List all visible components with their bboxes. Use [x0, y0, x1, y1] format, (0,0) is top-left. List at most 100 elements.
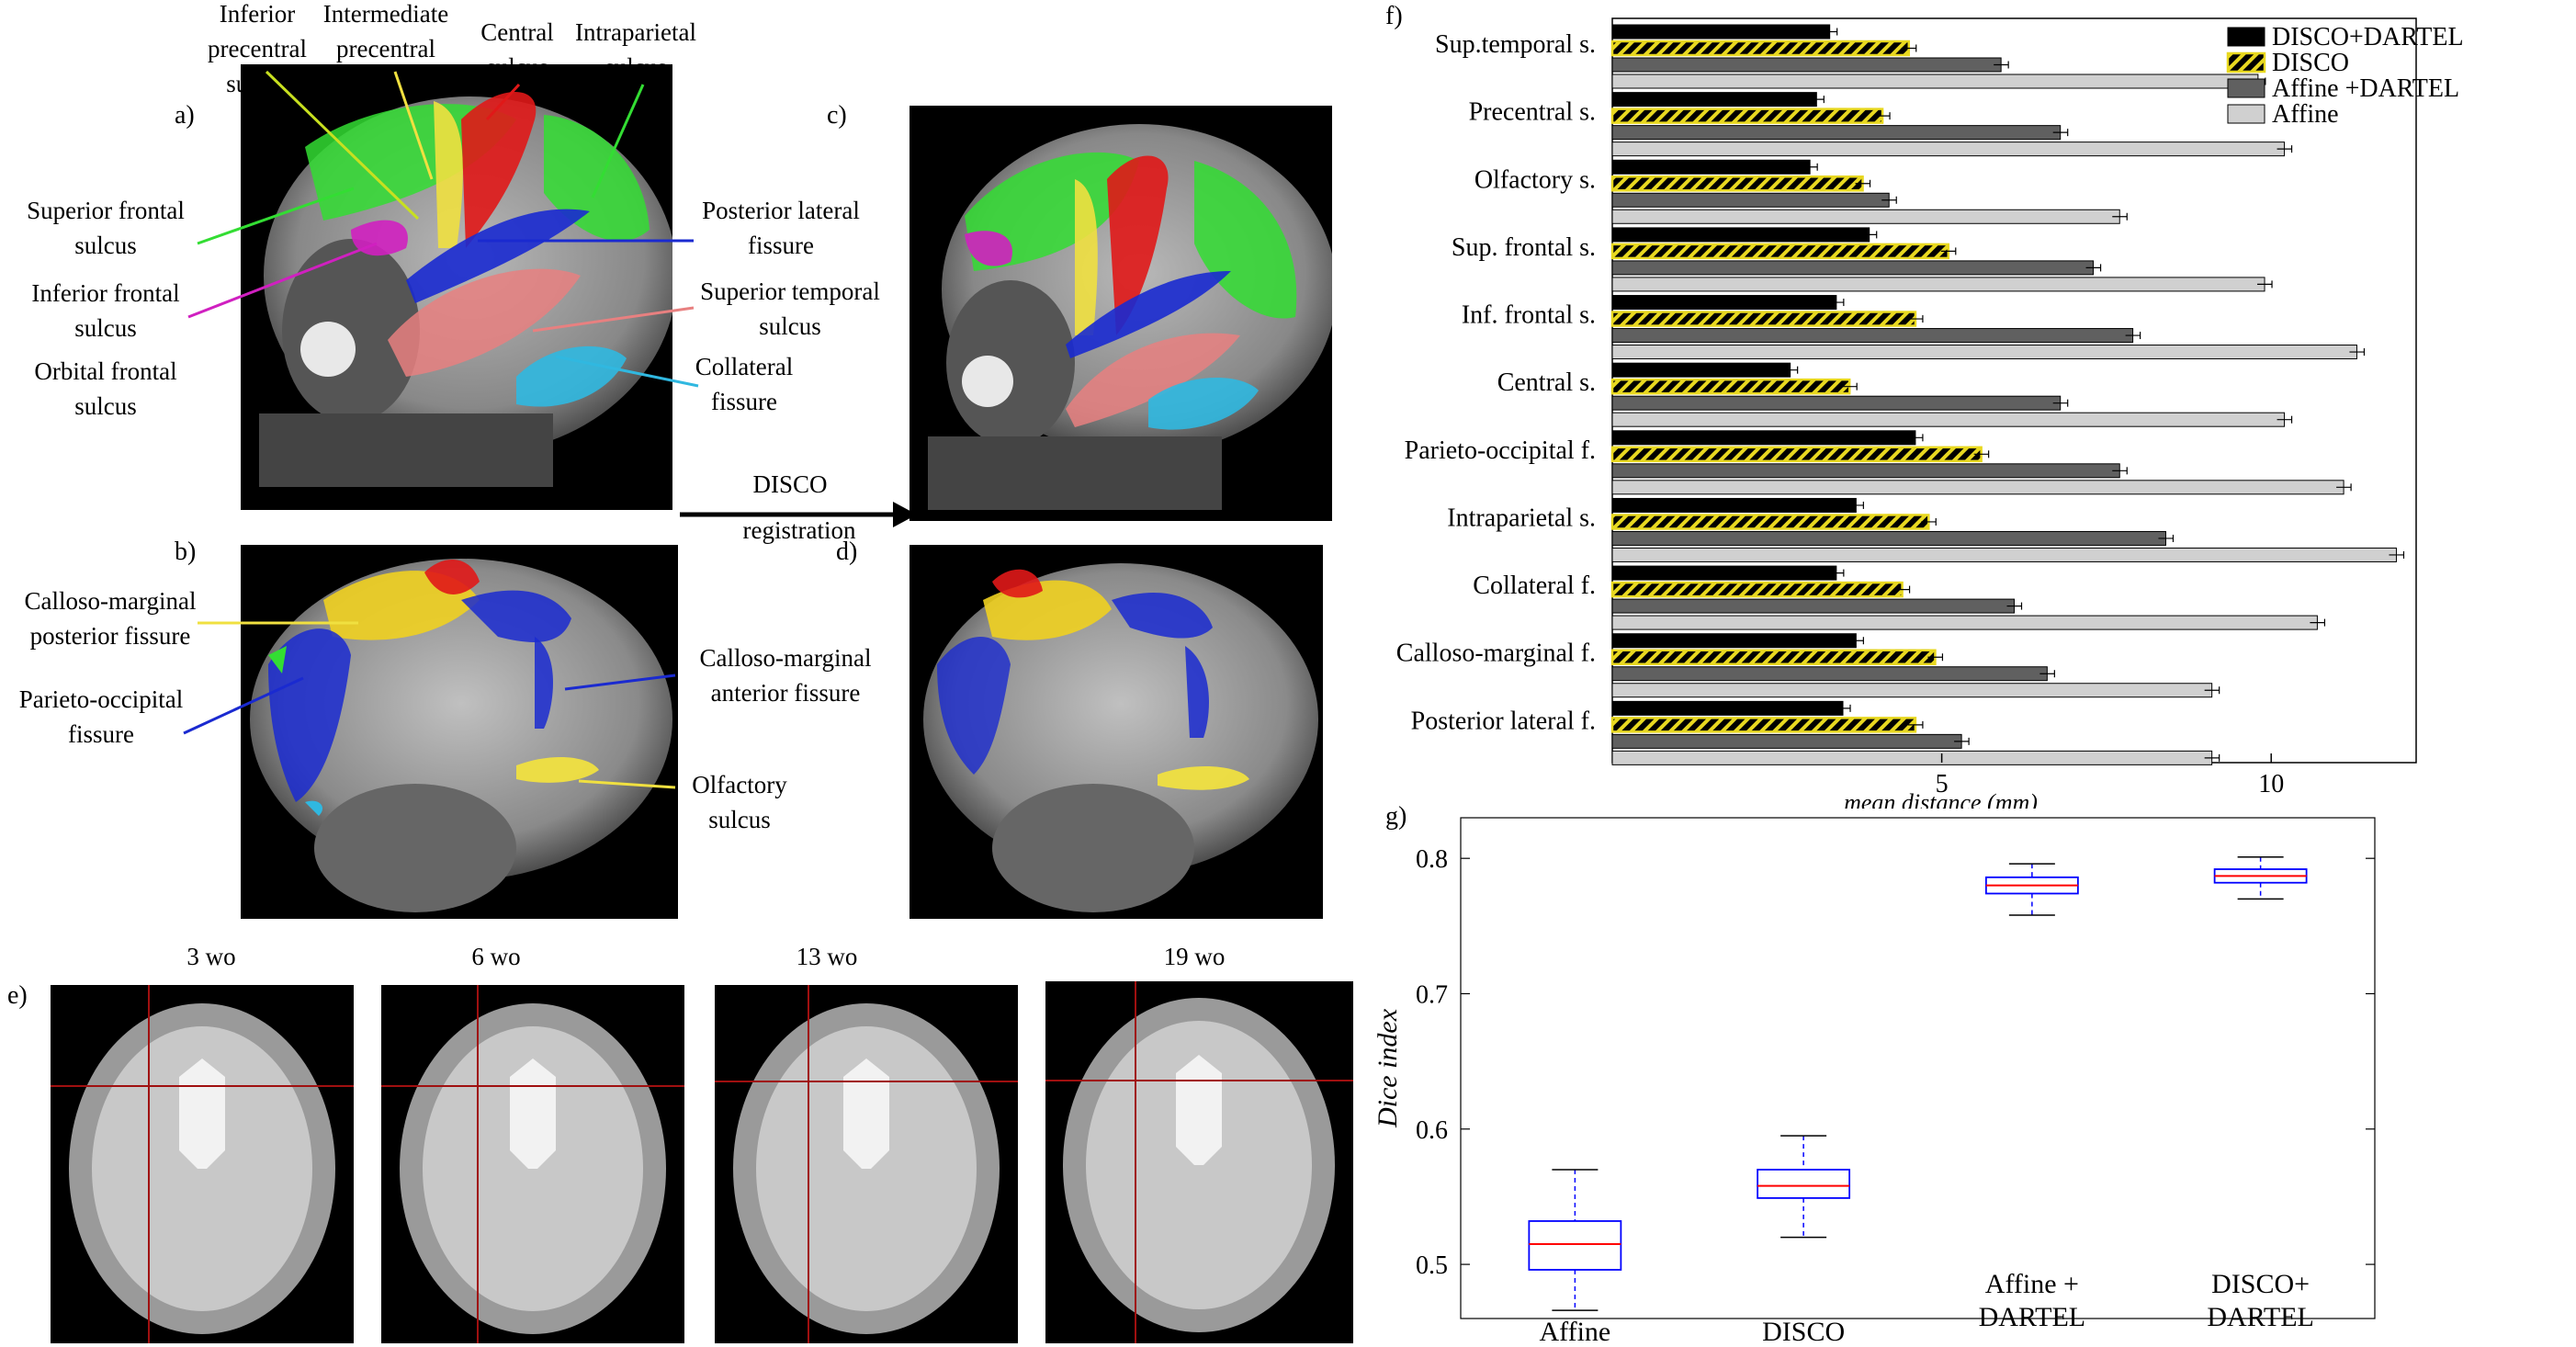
bar [1611, 683, 2213, 698]
plot-frame [1460, 817, 2376, 1319]
bar [1611, 362, 1791, 378]
bar [1611, 598, 2015, 614]
legend-swatch [2226, 51, 2266, 74]
category-label: Affine [1539, 1317, 1610, 1347]
bar [1611, 192, 1890, 208]
legend-label: DISCO+DARTEL [2272, 23, 2464, 51]
bar-chart-mean-distance: Sup.temporal s. Precentral s. Olfactory s.… [1396, 17, 2464, 809]
bar [1611, 700, 1844, 716]
bar [1610, 40, 1910, 57]
bar [1611, 565, 1837, 581]
bar [1611, 159, 1811, 175]
bar [1611, 260, 2095, 276]
bar [1611, 227, 1870, 243]
panel-a-label: a) [175, 101, 195, 130]
category-label: Intraparietal s. [1447, 504, 1596, 532]
legend-swatch [2227, 78, 2265, 98]
bar [1610, 175, 1864, 192]
bar [1611, 92, 1817, 108]
brain-image-b [241, 545, 678, 919]
age-label-3: 19 wo [1163, 943, 1226, 970]
bar [1610, 446, 1983, 463]
label-orbital-frontal: Orbital frontal sulcus [34, 357, 177, 420]
bar [1611, 480, 2344, 495]
legend-label: Affine +DARTEL [2272, 74, 2459, 103]
bar [1611, 395, 2062, 411]
y-tick-label: 0.5 [1416, 1251, 1448, 1280]
arrow-label-registration: registration [742, 516, 856, 544]
mri-slice-6wo [381, 985, 684, 1343]
mri-slice-19wo [1045, 981, 1353, 1343]
brain-image-a [241, 64, 672, 510]
label-calloso-posterior: Calloso-marginal posterior fissure [24, 587, 197, 650]
x-tick-label: 5 [1936, 770, 1949, 798]
age-label-2: 13 wo [796, 943, 858, 970]
mri-slice-13wo [715, 985, 1018, 1343]
label-parieto-occipital: Parieto-occipital fissure [18, 685, 184, 748]
panel-g-label: g) [1385, 802, 1407, 831]
bar [1611, 463, 2120, 479]
bar [1610, 717, 1917, 733]
category-label: DISCO [1762, 1317, 1845, 1347]
box [1757, 1169, 1851, 1199]
arrow-label-disco: DISCO [752, 470, 828, 498]
bar [1611, 633, 1857, 649]
bar [1611, 733, 1962, 749]
panel-d-label: d) [836, 538, 858, 566]
label-superior-frontal: Superior frontal sulcus [27, 197, 185, 259]
category-label: Central s. [1497, 368, 1596, 397]
leader-lines-a [187, 70, 699, 388]
bar [1611, 295, 1837, 311]
bar [1611, 615, 2318, 630]
label-inferior-precentral: Inferior precentral sulcus [208, 0, 307, 97]
label-intermediate-precentral: Intermediate precentral sulcus [322, 0, 449, 97]
label-collateral: Collateral fissure [695, 353, 794, 415]
legend-label: Affine [2272, 100, 2339, 129]
box [1528, 1220, 1622, 1271]
bar [1611, 666, 2048, 682]
age-label-0: 3 wo [186, 943, 236, 970]
category-label: Posterior lateral f. [1411, 707, 1596, 735]
y-tick-label: 0.7 [1416, 980, 1448, 1009]
bar [1611, 412, 2286, 427]
bar [1611, 57, 2002, 73]
leader-lines-b [183, 621, 676, 789]
disco-arrow [680, 502, 917, 527]
bar [1610, 243, 1950, 260]
bar [1611, 750, 2213, 765]
bar [1611, 125, 2062, 141]
x-axis-label: mean distance (mm) [1844, 789, 2038, 809]
label-olfactory: Olfactory sulcus [692, 771, 787, 833]
label-intraparietal: Intraparietal sulcus [575, 18, 696, 81]
bar [1610, 108, 1884, 124]
bar [1611, 209, 2120, 224]
panel-b-label: b) [175, 538, 197, 566]
brain-image-d [910, 545, 1323, 919]
bar [1610, 649, 1937, 665]
bar [1611, 24, 1831, 40]
box-plot-dice-index: 0.5 0.6 0.7 0.8 Dice index Affine DISCO Affine … [1373, 817, 2376, 1347]
bar [1611, 547, 2397, 562]
y-tick-label: 0.8 [1416, 845, 1448, 874]
label-central: Central sulcus [480, 18, 554, 81]
y-axis-label: Dice index [1373, 1008, 1403, 1128]
legend-swatch [2227, 27, 2265, 47]
y-tick-label: 0.6 [1416, 1116, 1448, 1145]
legend-swatch [2227, 104, 2265, 124]
category-label: Calloso-marginal f. [1396, 640, 1596, 668]
label-calloso-anterior: Calloso-marginal anterior fissure [699, 644, 872, 707]
age-label-1: 6 wo [471, 943, 521, 970]
panel-c-label: c) [827, 101, 847, 130]
mri-slice-3wo [51, 985, 354, 1343]
category-label: DISCO+ DARTEL [2207, 1269, 2314, 1332]
bar [1611, 497, 1857, 513]
brain-image-c [910, 106, 1332, 521]
label-inferior-frontal: Inferior frontal sulcus [31, 279, 180, 342]
bar [1610, 311, 1917, 327]
category-label: Sup. frontal s. [1452, 233, 1596, 262]
category-label: Parieto-occipital f. [1405, 436, 1596, 465]
bar [1611, 530, 2166, 546]
bar [1611, 277, 2265, 292]
category-label: Affine + DARTEL [1979, 1269, 2086, 1332]
bar [1611, 328, 2134, 344]
